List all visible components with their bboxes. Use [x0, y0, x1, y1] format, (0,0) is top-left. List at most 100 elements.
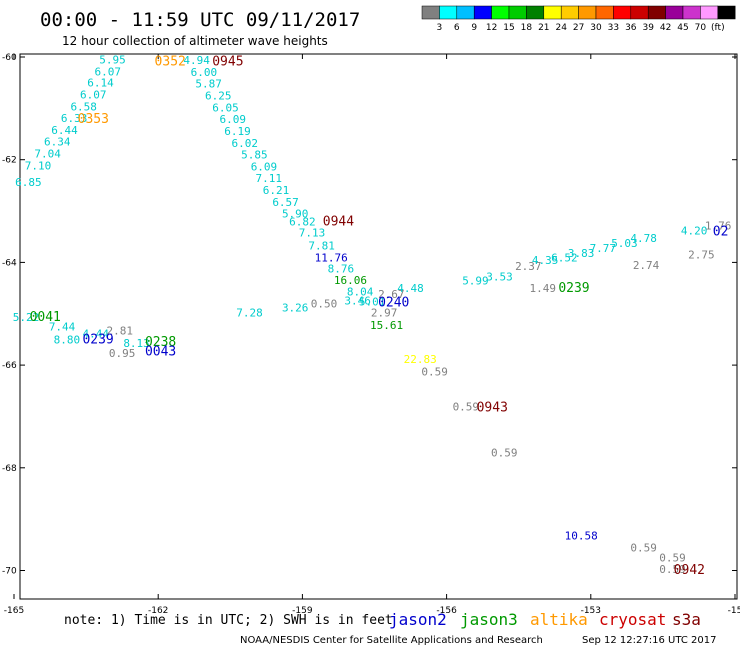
colorbar-tick-label: 12: [486, 23, 497, 33]
colorbar-swatch: [613, 5, 632, 20]
y-tick-label: -66: [2, 361, 17, 371]
colorbar-swatch: [473, 5, 492, 20]
wave-height-label: 2.97: [371, 307, 398, 320]
wave-height-label: 5.99: [462, 274, 489, 287]
wave-height-label: 2.67: [378, 288, 405, 301]
wave-height-label: 0.59: [491, 446, 518, 459]
wave-height-label: 2.75: [688, 249, 715, 262]
wave-height-label: 5.90: [282, 208, 309, 221]
wave-height-label: 4.78: [630, 232, 657, 245]
colorbar-swatch: [491, 5, 510, 20]
wave-height-label: 3.46: [344, 294, 371, 307]
x-tick-label: -15: [728, 606, 740, 616]
wave-height-label: 5.87: [195, 78, 222, 91]
wave-height-label: 0.59: [630, 541, 657, 554]
wave-height-label: 6.44: [51, 124, 78, 137]
pass-time-label: 0945: [212, 55, 243, 70]
wave-height-label: 6.07: [80, 88, 107, 101]
wave-height-label: 3.83: [568, 247, 595, 260]
colorbar-swatch: [647, 5, 666, 20]
colorbar-swatch: [630, 5, 649, 20]
wave-height-label: 4.94: [183, 54, 210, 67]
colorbar-tick-label: 18: [521, 23, 533, 33]
wave-height-label: 7.77: [590, 242, 617, 255]
wave-height-label: 6.85: [15, 176, 42, 189]
wave-height-label: 8.76: [328, 263, 355, 276]
y-tick-label: -68: [2, 464, 17, 474]
wave-height-label: 8.13: [123, 337, 150, 350]
wave-height-label: 6.21: [263, 184, 290, 197]
wave-height-label: 7.81: [308, 239, 335, 252]
wave-height-label: 2.81: [106, 325, 133, 338]
satellite-legend-jason2: jason2: [389, 610, 447, 629]
colorbar-tick-label: 30: [590, 23, 602, 33]
wave-height-label: 7.44: [49, 321, 76, 334]
wave-height-label: 3.26: [282, 302, 309, 315]
y-tick-label: -64: [2, 258, 17, 268]
colorbar-tick-label: 21: [538, 23, 549, 33]
colorbar-swatch: [439, 5, 458, 20]
colorbar-swatch: [508, 5, 527, 20]
pass-time-label: 0239: [558, 281, 589, 296]
wave-height-label: 8.80: [54, 333, 81, 346]
colorbar-swatch: [578, 5, 597, 20]
colorbar-swatch: [421, 5, 440, 20]
wave-height-label: 1.76: [705, 219, 732, 232]
footnote: note: 1) Time is in UTC; 2) SWH is in fe…: [64, 613, 393, 628]
satellite-legend-s3a: s3a: [672, 610, 701, 629]
colorbar-swatch: [595, 5, 614, 20]
wave-height-label: 0.95: [109, 347, 136, 360]
wave-height-label: 7.13: [299, 227, 326, 240]
wave-height-label: 2.37: [515, 260, 542, 273]
wave-height-label: 4.44: [82, 327, 109, 340]
wave-height-label: 3.53: [486, 270, 513, 283]
colorbar-tick-label: 42: [660, 23, 671, 33]
wave-height-label: 16.06: [334, 274, 367, 287]
wave-height-label: 6.34: [44, 136, 71, 149]
pass-time-label: 0942: [674, 563, 705, 578]
colorbar-tick-label: 3: [437, 23, 443, 33]
x-tick-label: -156: [436, 606, 457, 616]
colorbar-tick-label: 70: [695, 23, 707, 33]
wave-height-label: 6.82: [289, 215, 316, 228]
colorbar-swatch: [682, 5, 701, 20]
color-scale-legend: 3 6 9 12 15 18 21 24 27 30 33 36 39 42 45 70 (ft): [421, 5, 736, 33]
chart-title: 00:00 - 11:59 UTC 09/11/2017: [40, 9, 360, 31]
satellite-legend-altika: altika: [530, 610, 588, 629]
wave-height-label: 0.59: [659, 552, 686, 565]
wave-height-label: 6.07: [94, 65, 121, 78]
wave-height-label: 7.04: [34, 148, 61, 161]
wave-height-label: 10.58: [565, 530, 598, 543]
satellite-legend-cryosat: cryosat: [599, 610, 666, 629]
axes: -165 -162 -159 -156 -153 -15 -60 -62 -64 -66 -68 -7…: [2, 53, 740, 616]
wave-height-label: 7.11: [256, 172, 283, 185]
colorbar-tick-label: 9: [471, 23, 477, 33]
colorbar-tick-label: 39: [642, 23, 654, 33]
colorbar-swatch: [700, 5, 719, 20]
y-tick-label: -62: [2, 156, 17, 166]
pass-time-label: 0944: [323, 214, 354, 229]
colorbar-tick-label: (ft): [711, 23, 725, 33]
pass-time-label: 0943: [477, 401, 508, 416]
wave-height-label: 6.52: [551, 251, 578, 264]
wave-height-label: 6.25: [205, 90, 232, 103]
wave-height-label: 6.02: [231, 137, 258, 150]
wave-height-label: 4.48: [397, 282, 424, 295]
wave-height-label: 0.59: [421, 365, 448, 378]
wave-height-label: 5.01: [359, 295, 386, 308]
wave-height-label: 0.59: [659, 563, 686, 576]
wave-height-label: 6.57: [272, 196, 299, 209]
pass-time-label: 02: [713, 225, 729, 240]
colorbar-tick-label: 6: [454, 23, 460, 33]
wave-height-label: 6.09: [251, 160, 278, 173]
pass-time-label: 0353: [78, 112, 109, 127]
colorbar-tick-label: 27: [573, 23, 584, 33]
wave-height-label: 2.74: [633, 259, 660, 272]
colorbar-tick-label: 45: [677, 23, 688, 33]
wave-height-label: 0.59: [453, 401, 480, 414]
colorbar-tick-label: 15: [503, 23, 514, 33]
wave-height-label: 5.03: [611, 237, 638, 250]
wave-height-label: 1.49: [529, 282, 556, 295]
x-tick-label: -153: [581, 606, 601, 616]
